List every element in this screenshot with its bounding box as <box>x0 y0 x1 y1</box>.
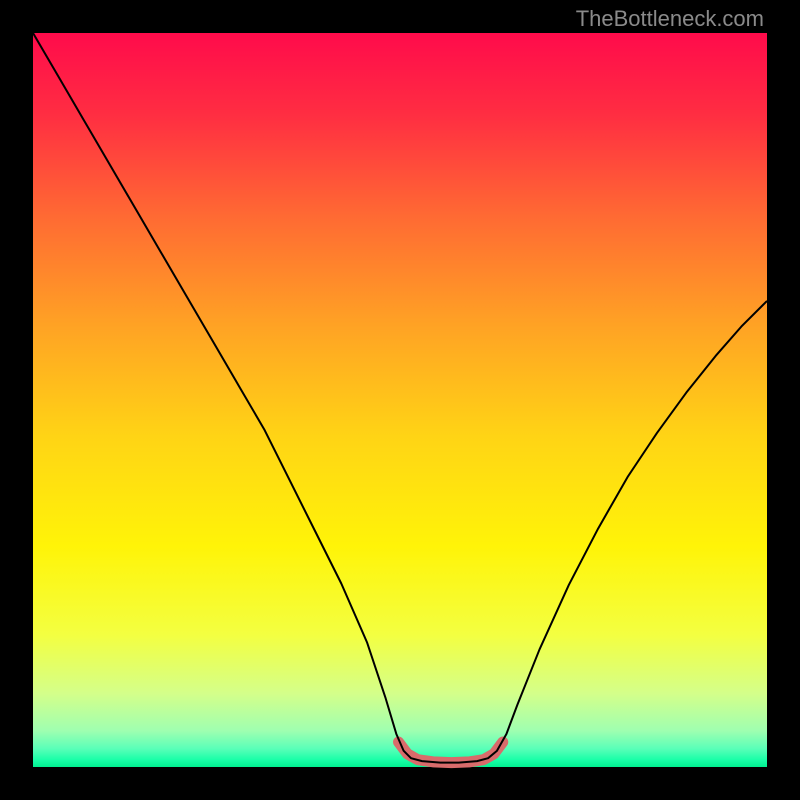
chart-container: TheBottleneck.com <box>0 0 800 800</box>
plot-background <box>33 33 767 767</box>
bottleneck-chart <box>0 0 800 800</box>
watermark-text: TheBottleneck.com <box>576 6 764 32</box>
